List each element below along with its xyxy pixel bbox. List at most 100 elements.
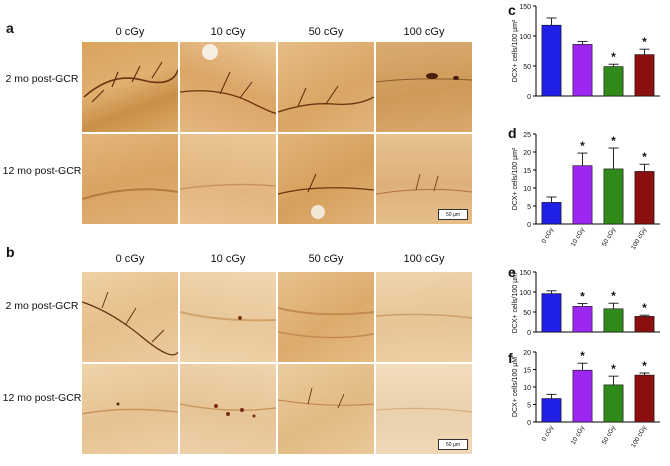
- neuron-staining-icon: [82, 291, 178, 356]
- micrograph-b-12mo-100cgy: 50 µm: [376, 364, 472, 454]
- significance-star: *: [611, 289, 616, 303]
- bar-10-cgy: [572, 165, 593, 225]
- bar-50-cgy: [603, 384, 624, 423]
- y-tick-label: 0: [527, 420, 531, 427]
- x-tick-label: 100 cGy: [630, 226, 649, 251]
- neuron-staining-icon: [376, 173, 472, 195]
- bar-50-cgy: [603, 66, 624, 97]
- scale-bar: 50 µm: [438, 209, 468, 220]
- row-header-12mo-b: 12 mo post-GCR: [2, 392, 82, 404]
- y-tick-label: 15: [523, 368, 531, 375]
- neuron-staining-icon: [376, 73, 472, 83]
- y-tick-label: 50: [523, 310, 531, 317]
- neuron-staining-icon: [82, 188, 178, 200]
- panel-label-b: b: [6, 244, 15, 260]
- y-tick-label: 5: [527, 403, 531, 410]
- micrograph-a-12mo-50cgy: [278, 134, 374, 224]
- y-axis-label: DCX+ cells/100 µm²: [512, 270, 519, 333]
- y-tick-label: 150: [519, 4, 531, 11]
- significance-star: *: [580, 290, 585, 304]
- micrograph-b-2mo-10cgy: [180, 272, 276, 362]
- micrograph-a-2mo-0cgy: [82, 42, 178, 132]
- x-tick-label: 50 cGy: [601, 226, 618, 248]
- panel-label-e: e: [508, 264, 516, 280]
- bar-0-cgy: [541, 293, 562, 333]
- significance-star: *: [611, 134, 616, 148]
- column-header-50cgy-b: 50 cGy: [308, 253, 344, 265]
- x-tick-label: 100 cGy: [630, 424, 649, 449]
- micrograph-b-2mo-50cgy: [278, 272, 374, 362]
- bar-0-cgy: [541, 202, 562, 225]
- significance-star: *: [580, 139, 585, 153]
- y-tick-label: 20: [523, 150, 531, 157]
- bar-50-cgy: [603, 168, 624, 225]
- column-header-100cgy-a: 100 cGy: [403, 26, 445, 38]
- neuron-staining-icon: [278, 387, 374, 409]
- micrograph-b-2mo-100cgy: [376, 272, 472, 362]
- y-axis-label: DCX+ cells/100 µm²: [512, 19, 519, 82]
- y-tick-label: 0: [527, 94, 531, 101]
- column-header-10cgy-a: 10 cGy: [210, 26, 246, 38]
- panel-label-d: d: [508, 125, 517, 141]
- bar-chart-c: 0 50 100 150 DCX+ cells/100 µm² * *: [512, 4, 660, 101]
- column-header-0cgy-b: 0 cGy: [115, 253, 145, 265]
- neuron-staining-icon: [180, 183, 276, 190]
- y-tick-label: 0: [527, 330, 531, 337]
- y-tick-label: 0: [527, 222, 531, 229]
- y-axis-label: DCX+ cells/100 µM: [512, 357, 519, 417]
- neuron-staining-icon: [180, 311, 276, 322]
- bar-0-cgy: [541, 398, 562, 423]
- y-tick-label: 20: [523, 350, 531, 357]
- neuron-staining-icon: [83, 61, 178, 103]
- y-axis-label: DCX+ cells/100 µm²: [512, 147, 519, 210]
- y-tick-label: 10: [523, 385, 531, 392]
- column-header-0cgy-a: 0 cGy: [115, 26, 145, 38]
- row-header-12mo-a: 12 mo post-GCR: [2, 165, 82, 177]
- bar-100-cgy: [634, 54, 655, 97]
- panel-label-a: a: [6, 20, 14, 36]
- significance-star: *: [642, 359, 647, 373]
- neuron-staining-icon: [376, 407, 472, 413]
- bar-chart-f: 0 5 10 15 20 DCX+ cells/100 µM 0 cGy * 10 cGy * 50…: [512, 349, 660, 449]
- micrograph-a-12mo-0cgy: [82, 134, 178, 224]
- x-tick-label: 10 cGy: [570, 424, 587, 446]
- y-tick-label: 50: [523, 64, 531, 71]
- significance-star: *: [611, 362, 616, 376]
- micrograph-a-2mo-10cgy: [180, 42, 276, 132]
- y-tick-label: 100: [519, 290, 531, 297]
- bar-50-cgy: [603, 308, 624, 333]
- y-tick-label: 150: [519, 270, 531, 277]
- panel-label-f: f: [508, 350, 513, 366]
- y-tick-label: 100: [519, 34, 531, 41]
- bar-100-cgy: [634, 374, 655, 423]
- micrograph-b-12mo-0cgy: [82, 364, 178, 454]
- y-tick-label: 15: [523, 168, 531, 175]
- micrograph-a-12mo-100cgy: 50 µm: [376, 134, 472, 224]
- row-header-2mo-b: 2 mo post-GCR: [5, 300, 79, 312]
- neuron-staining-icon: [278, 307, 374, 339]
- significance-star: *: [642, 35, 647, 49]
- x-tick-label: 0 cGy: [541, 424, 556, 443]
- micrograph-b-12mo-10cgy: [180, 364, 276, 454]
- neuron-staining-icon: [82, 402, 178, 415]
- micrograph-b-2mo-0cgy: [82, 272, 178, 362]
- scale-bar: 50 µm: [438, 439, 468, 450]
- row-header-2mo-a: 2 mo post-GCR: [5, 73, 79, 85]
- bar-100-cgy: [634, 171, 655, 225]
- bar-10-cgy: [572, 44, 593, 97]
- x-tick-label: 0 cGy: [541, 226, 556, 245]
- significance-star: *: [580, 349, 585, 363]
- y-tick-label: 25: [523, 132, 531, 139]
- x-tick-label: 10 cGy: [570, 226, 587, 248]
- significance-star: *: [642, 150, 647, 164]
- micrograph-a-2mo-50cgy: [278, 42, 374, 132]
- micrograph-a-2mo-100cgy: [376, 42, 472, 132]
- neuron-staining-icon: [180, 44, 276, 114]
- micrograph-b-12mo-50cgy: [278, 364, 374, 454]
- column-header-10cgy-b: 10 cGy: [210, 253, 246, 265]
- column-header-50cgy-a: 50 cGy: [308, 26, 344, 38]
- bar-chart-d: 0 5 10 15 20 25 DCX+ cells/100 µm² 0 cGy * 10 cGy…: [512, 132, 660, 251]
- neuron-staining-icon: [376, 313, 472, 319]
- bar-10-cgy: [572, 306, 593, 333]
- bar-0-cgy: [541, 24, 562, 97]
